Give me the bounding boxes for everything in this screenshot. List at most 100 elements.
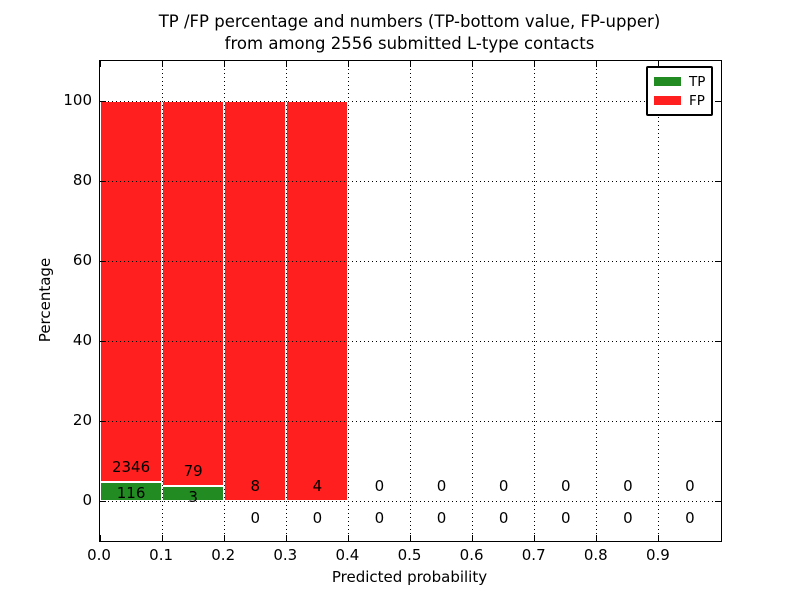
x-tick-label: 0.0 [87, 546, 111, 564]
fp-count-label: 2346 [111, 458, 151, 477]
gridline-x [223, 61, 225, 541]
gridline-x [285, 61, 287, 541]
tp-count-label: 0 [623, 509, 633, 527]
y-tick-mark [715, 500, 721, 502]
y-tick-label: 80 [72, 171, 92, 189]
legend: TP FP [646, 66, 713, 116]
fp-count-label: 0 [498, 477, 509, 495]
bar-tp-segment [162, 486, 225, 501]
x-tick-mark [161, 61, 163, 67]
y-tick-mark [100, 420, 106, 422]
x-tick-mark [410, 535, 411, 541]
x-tick-mark [534, 535, 536, 541]
gridline-y [100, 420, 721, 422]
gridline-x [658, 61, 660, 541]
legend-label-tp: TP [689, 73, 706, 90]
tp-count-label: 0 [498, 509, 509, 527]
tp-count-label: 0 [250, 509, 261, 527]
y-tick-mark [100, 500, 106, 502]
x-tick-mark [347, 535, 349, 541]
x-tick-mark [99, 535, 101, 541]
y-tick-mark [715, 340, 721, 342]
y-tick-label: 40 [72, 331, 92, 349]
gridline-y [100, 180, 721, 182]
gridline-y [100, 340, 721, 342]
legend-label-fp: FP [689, 92, 705, 109]
y-tick-label: 100 [63, 91, 92, 109]
chart-title: TP /FP percentage and numbers (TP-bottom… [99, 11, 720, 55]
x-tick-mark [410, 61, 411, 67]
y-tick-mark [100, 180, 106, 182]
x-tick-mark [285, 535, 287, 541]
fp-swatch-icon [654, 96, 681, 105]
fp-count-label: 0 [685, 477, 695, 495]
x-axis-label: Predicted probability [331, 568, 488, 586]
gridline-x [410, 61, 411, 541]
bar-tp-segment [100, 482, 163, 501]
x-tick-mark [596, 61, 598, 67]
y-tick-mark [715, 100, 721, 102]
fp-count-label: 4 [312, 477, 323, 495]
tp-count-label: 0 [685, 509, 695, 527]
gridline-y [100, 260, 721, 262]
legend-item-fp: FP [654, 91, 705, 110]
x-tick-label: 0.4 [335, 546, 360, 564]
x-tick-mark [472, 61, 474, 67]
tp-count-label: 0 [312, 509, 323, 527]
x-tick-label: 0.9 [645, 546, 670, 564]
bar-fp-segment [224, 101, 287, 501]
gridline-x [596, 61, 598, 541]
x-tick-mark [534, 61, 536, 67]
gridline-y [100, 100, 721, 102]
gridline-x [534, 61, 536, 541]
x-tick-label: 0.5 [397, 546, 422, 564]
x-tick-mark [161, 535, 163, 541]
x-tick-mark [223, 61, 225, 67]
chart-title-line2: from among 2556 submitted L-type contact… [224, 34, 595, 53]
bar-fp-segment [100, 101, 163, 483]
x-tick-mark [658, 535, 660, 541]
y-tick-label: 20 [72, 411, 92, 429]
gridline-x [161, 61, 163, 541]
x-tick-mark [347, 61, 349, 67]
y-tick-mark [100, 100, 106, 102]
tp-count-label: 0 [436, 509, 447, 527]
x-tick-mark [472, 535, 474, 541]
x-tick-mark [596, 535, 598, 541]
x-tick-label: 0.6 [459, 546, 484, 564]
fp-count-label: 0 [623, 477, 633, 495]
x-tick-mark [285, 61, 287, 67]
gridline-y [100, 500, 721, 502]
y-tick-mark [715, 180, 721, 182]
fp-count-label: 0 [374, 477, 385, 495]
y-tick-mark [100, 260, 106, 262]
y-tick-mark [715, 420, 721, 422]
legend-item-tp: TP [654, 72, 705, 91]
y-tick-mark [100, 340, 106, 342]
y-tick-label: 0 [82, 491, 92, 509]
x-tick-label: 0.8 [583, 546, 608, 564]
x-tick-label: 0.1 [149, 546, 174, 564]
bar-fp-segment [286, 101, 349, 501]
y-tick-label: 60 [72, 251, 92, 269]
x-tick-mark [223, 535, 225, 541]
gridline-x [347, 61, 349, 541]
tp-count-label: 0 [560, 509, 571, 527]
y-axis-label: Percentage [36, 257, 54, 343]
x-tick-mark [658, 61, 660, 67]
x-tick-label: 0.7 [521, 546, 546, 564]
tp-swatch-icon [654, 77, 681, 86]
tp-count-label: 116 [116, 483, 146, 502]
tp-count-label: 3 [188, 488, 198, 507]
tp-count-label: 0 [374, 509, 385, 527]
gridline-x [472, 61, 474, 541]
fp-count-label: 0 [436, 477, 447, 495]
chart-title-line1: TP /FP percentage and numbers (TP-bottom… [158, 12, 661, 31]
fp-count-label: 79 [183, 462, 203, 481]
bar-fp-segment [162, 101, 225, 487]
x-tick-mark [99, 61, 101, 67]
x-tick-label: 0.3 [273, 546, 298, 564]
fp-count-label: 8 [250, 477, 261, 495]
fp-count-label: 0 [560, 477, 571, 495]
